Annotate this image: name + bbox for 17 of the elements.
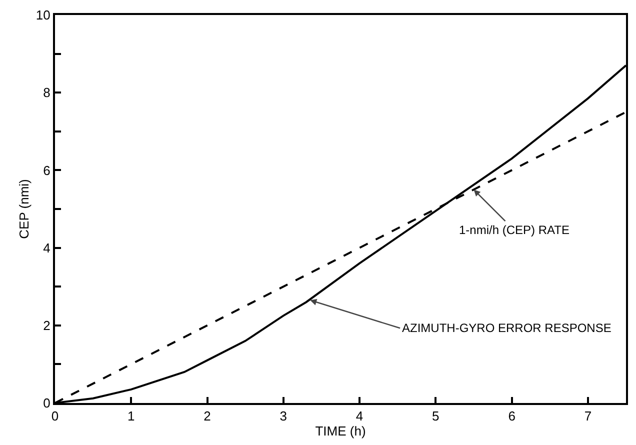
- x-tick-label: 3: [280, 408, 288, 424]
- y-tick-label: 4: [43, 240, 50, 256]
- x-tick-label: 5: [432, 408, 440, 424]
- x-tick-label: 6: [508, 408, 516, 424]
- x-axis-title: TIME (h): [315, 424, 366, 439]
- x-tick-label: 2: [204, 408, 211, 424]
- annotation: AZIMUTH-GYRO ERROR RESPONSE: [402, 321, 612, 335]
- y-tick-label: 10: [36, 8, 50, 23]
- annotation: 1-nmi/h (CEP) RATE: [459, 223, 570, 237]
- y-tick-label: 6: [43, 162, 50, 178]
- y-tick-label: 8: [43, 85, 50, 100]
- y-tick-label: 0: [43, 396, 50, 411]
- x-tick-label: 7: [584, 408, 592, 424]
- x-tick-label: 1: [128, 408, 135, 424]
- x-tick-label: 4: [356, 408, 364, 424]
- y-axis-title: CEP (nmi): [16, 179, 32, 239]
- y-tick-label: 2: [43, 318, 50, 333]
